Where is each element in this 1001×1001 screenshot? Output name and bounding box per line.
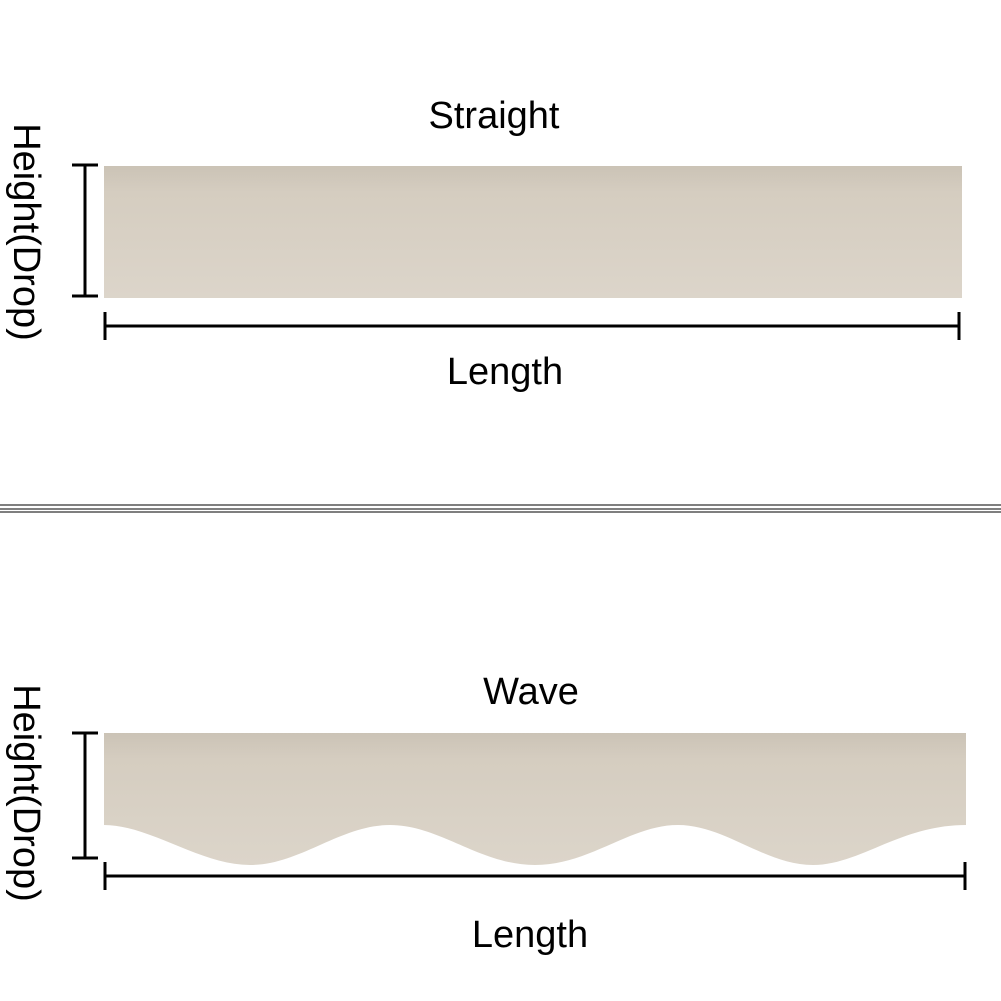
height-bracket (72, 731, 98, 860)
title: Straight (429, 95, 560, 137)
valance-wave (104, 733, 966, 865)
length-label: Length (472, 914, 588, 956)
valance-straight (104, 166, 962, 298)
divider (0, 504, 1001, 513)
height-label: Height(Drop) (5, 123, 47, 341)
title: Wave (483, 671, 579, 713)
height-label: Height(Drop) (5, 684, 47, 902)
length-bracket (103, 312, 961, 340)
height-bracket (72, 163, 98, 298)
length-label: Length (447, 351, 563, 393)
length-bracket (103, 862, 967, 890)
